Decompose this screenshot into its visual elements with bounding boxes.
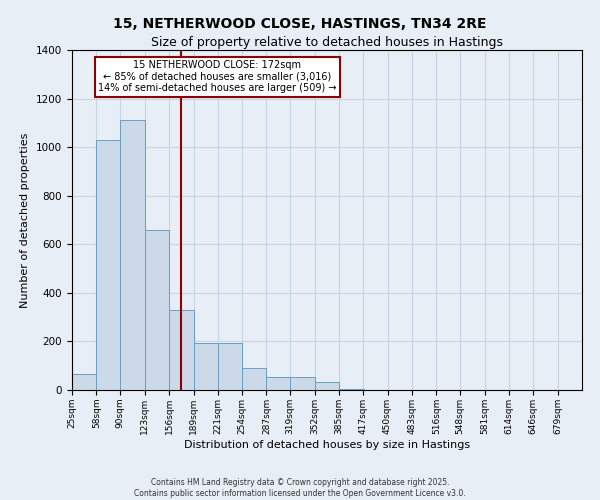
Bar bbox=[145, 230, 169, 390]
Bar bbox=[97, 140, 121, 390]
Y-axis label: Number of detached properties: Number of detached properties bbox=[20, 132, 31, 308]
Bar bbox=[315, 382, 339, 390]
Text: 15 NETHERWOOD CLOSE: 172sqm
← 85% of detached houses are smaller (3,016)
14% of : 15 NETHERWOOD CLOSE: 172sqm ← 85% of det… bbox=[98, 60, 337, 94]
X-axis label: Distribution of detached houses by size in Hastings: Distribution of detached houses by size … bbox=[184, 440, 470, 450]
Bar bbox=[194, 342, 218, 390]
Bar bbox=[120, 120, 145, 390]
Bar bbox=[218, 342, 242, 390]
Bar bbox=[290, 376, 315, 390]
Bar bbox=[72, 374, 97, 390]
Bar bbox=[339, 389, 364, 390]
Bar bbox=[242, 368, 266, 390]
Bar bbox=[169, 310, 194, 390]
Text: 15, NETHERWOOD CLOSE, HASTINGS, TN34 2RE: 15, NETHERWOOD CLOSE, HASTINGS, TN34 2RE bbox=[113, 18, 487, 32]
Bar bbox=[266, 376, 291, 390]
Title: Size of property relative to detached houses in Hastings: Size of property relative to detached ho… bbox=[151, 36, 503, 49]
Text: Contains HM Land Registry data © Crown copyright and database right 2025.
Contai: Contains HM Land Registry data © Crown c… bbox=[134, 478, 466, 498]
